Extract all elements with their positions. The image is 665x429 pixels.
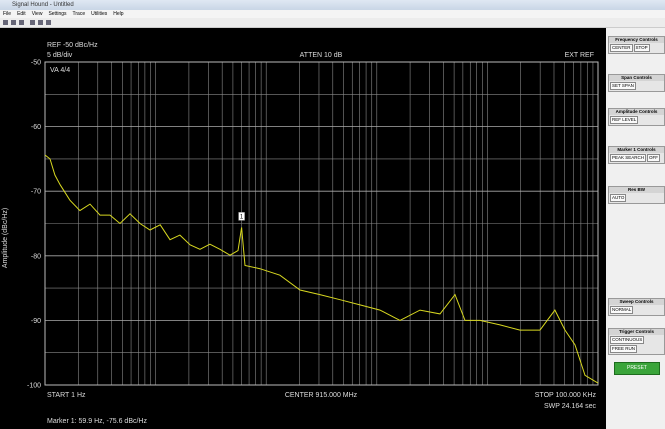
stop: STOP 100.000 KHz <box>535 392 597 399</box>
tool-icon[interactable] <box>19 20 24 25</box>
control-button[interactable]: NORMAL <box>610 306 634 314</box>
control-button[interactable]: SET SPAN <box>610 82 636 90</box>
menu-item[interactable]: View <box>31 11 43 17</box>
control-group: Marker 1 Controls PEAK SEARCH OFF <box>608 146 665 164</box>
tool-icon[interactable] <box>11 20 16 25</box>
menu-item[interactable]: Edit <box>17 11 26 17</box>
menu-item[interactable]: Help <box>113 11 124 17</box>
attenuation: ATTEN 10 dB <box>300 52 343 59</box>
preset-button[interactable]: PRESET <box>614 362 660 375</box>
control-group: Res BW AUTO <box>608 186 665 204</box>
marker-box <box>238 212 245 221</box>
button-row: SET SPAN <box>609 81 664 91</box>
tool-icon[interactable] <box>38 20 43 25</box>
control-button[interactable]: OFF <box>647 154 661 162</box>
control-group: Sweep Controls NORMAL <box>608 298 665 316</box>
start: START 1 Hz <box>47 392 86 399</box>
window-title: Signal Hound - Untitled <box>12 2 74 8</box>
tool-icon[interactable] <box>30 20 35 25</box>
scale: 5 dB/div <box>47 52 73 59</box>
menu-item[interactable]: Settings <box>48 11 67 17</box>
center: CENTER 915.000 MHz <box>285 392 358 399</box>
group-title: Frequency Controls <box>609 37 664 43</box>
menu-item[interactable]: File <box>3 11 12 17</box>
control-button[interactable]: AUTO <box>610 194 627 202</box>
menu-item[interactable]: Utilities <box>91 11 108 17</box>
group-title: Span Controls <box>609 75 664 81</box>
y-tick-label: -70 <box>31 189 41 196</box>
y-tick-label: -100 <box>27 383 41 390</box>
button-row: NORMAL <box>609 305 664 315</box>
tool-icon[interactable] <box>46 20 51 25</box>
button-row: REF LEVEL <box>609 115 664 125</box>
ref-level: REF -50 dBc/Hz <box>47 42 98 49</box>
control-button[interactable]: CENTER <box>610 44 633 52</box>
marker-readout: Marker 1: 59.9 Hz, -75.6 dBc/Hz <box>47 418 147 425</box>
group-title: Res BW <box>609 187 664 193</box>
button-row: CENTER STOP <box>609 43 664 53</box>
marker-label: 1 <box>240 214 244 220</box>
reference: EXT REF <box>565 52 594 59</box>
control-button[interactable]: CONTINUOUS <box>610 336 645 344</box>
group-title: Sweep Controls <box>609 299 664 305</box>
menu-item[interactable]: Trace <box>72 11 86 17</box>
button-row: AUTO <box>609 193 664 203</box>
control-group: Amplitude Controls REF LEVEL <box>608 108 665 126</box>
y-tick-label: -50 <box>31 60 41 67</box>
button-row: CONTINUOUS FREE RUN <box>609 335 664 354</box>
control-button[interactable]: STOP <box>633 44 650 52</box>
control-button[interactable]: REF LEVEL <box>610 116 639 124</box>
control-group: Frequency Controls CENTER STOP <box>608 36 665 54</box>
control-button[interactable]: PEAK SEARCH <box>610 154 647 162</box>
control-button[interactable]: FREE RUN <box>610 345 638 353</box>
y-tick-label: -80 <box>31 253 41 260</box>
control-group: Span Controls SET SPAN <box>608 74 665 92</box>
sweep: SWP 24.164 sec <box>544 403 597 410</box>
title-bar: Signal Hound - Untitled <box>0 0 665 10</box>
menu-bar: File Edit View Settings Trace Utilities Help <box>0 10 665 18</box>
trace-info: VA 4/4 <box>50 67 70 74</box>
group-title: Marker 1 Controls <box>609 147 664 153</box>
y-tick-label: -90 <box>31 318 41 325</box>
trace-line <box>44 154 599 384</box>
spectrum-chart: Amplitude (dBc/Hz) -50 -60 -70 -80 -90 -100 RE… <box>0 28 606 429</box>
toolbar <box>0 18 665 28</box>
tool-icon[interactable] <box>3 20 8 25</box>
control-panel: Frequency Controls CENTER STOP Span Control… <box>606 36 665 429</box>
plot-border <box>44 61 599 386</box>
group-title: Amplitude Controls <box>609 109 664 115</box>
control-group: Trigger Controls CONTINUOUS FREE RUN <box>608 328 665 355</box>
button-row: PEAK SEARCH OFF <box>609 153 664 163</box>
y-axis-label: Amplitude (dBc/Hz) <box>2 208 9 268</box>
y-tick-label: -60 <box>31 124 41 131</box>
group-title: Trigger Controls <box>609 329 664 335</box>
